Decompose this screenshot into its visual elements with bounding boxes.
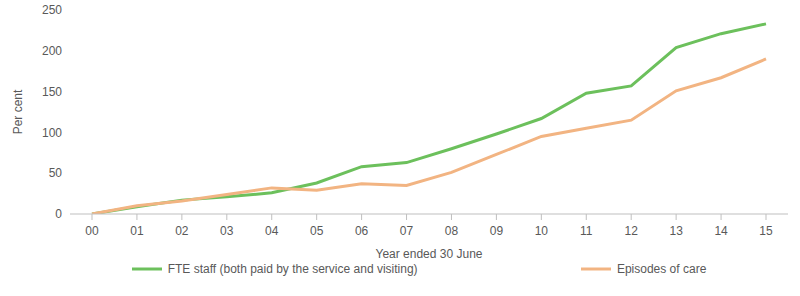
svg-text:04: 04 (265, 224, 279, 238)
svg-text:03: 03 (220, 224, 234, 238)
html-text:Episodes of care: Episodes of care (616, 262, 707, 276)
svg-text:10: 10 (535, 224, 549, 238)
svg-text:0: 0 (55, 207, 62, 221)
svg-text:13: 13 (669, 224, 683, 238)
svg-text:08: 08 (445, 224, 459, 238)
svg-text:Year ended 30 June: Year ended 30 June (376, 247, 483, 261)
svg-text:200: 200 (42, 44, 62, 58)
svg-text:50: 50 (49, 166, 63, 180)
svg-text:15: 15 (759, 224, 773, 238)
svg-text:06: 06 (355, 224, 369, 238)
svg-text:00: 00 (85, 224, 99, 238)
svg-text:11: 11 (580, 224, 593, 238)
svg-text:100: 100 (42, 126, 62, 140)
svg-text:250: 250 (42, 3, 62, 17)
svg-text:07: 07 (400, 224, 414, 238)
svg-text:150: 150 (42, 85, 62, 99)
svg-text:14: 14 (714, 224, 728, 238)
svg-text:01: 01 (130, 224, 144, 238)
svg-text:05: 05 (310, 224, 324, 238)
svg-text:12: 12 (625, 224, 639, 238)
svg-text:09: 09 (490, 224, 504, 238)
svg-text:02: 02 (175, 224, 189, 238)
svg-text:Per cent: Per cent (11, 89, 25, 134)
html-text:FTE staff (both paid by the se: FTE staff (both paid by the service and … (167, 262, 418, 276)
